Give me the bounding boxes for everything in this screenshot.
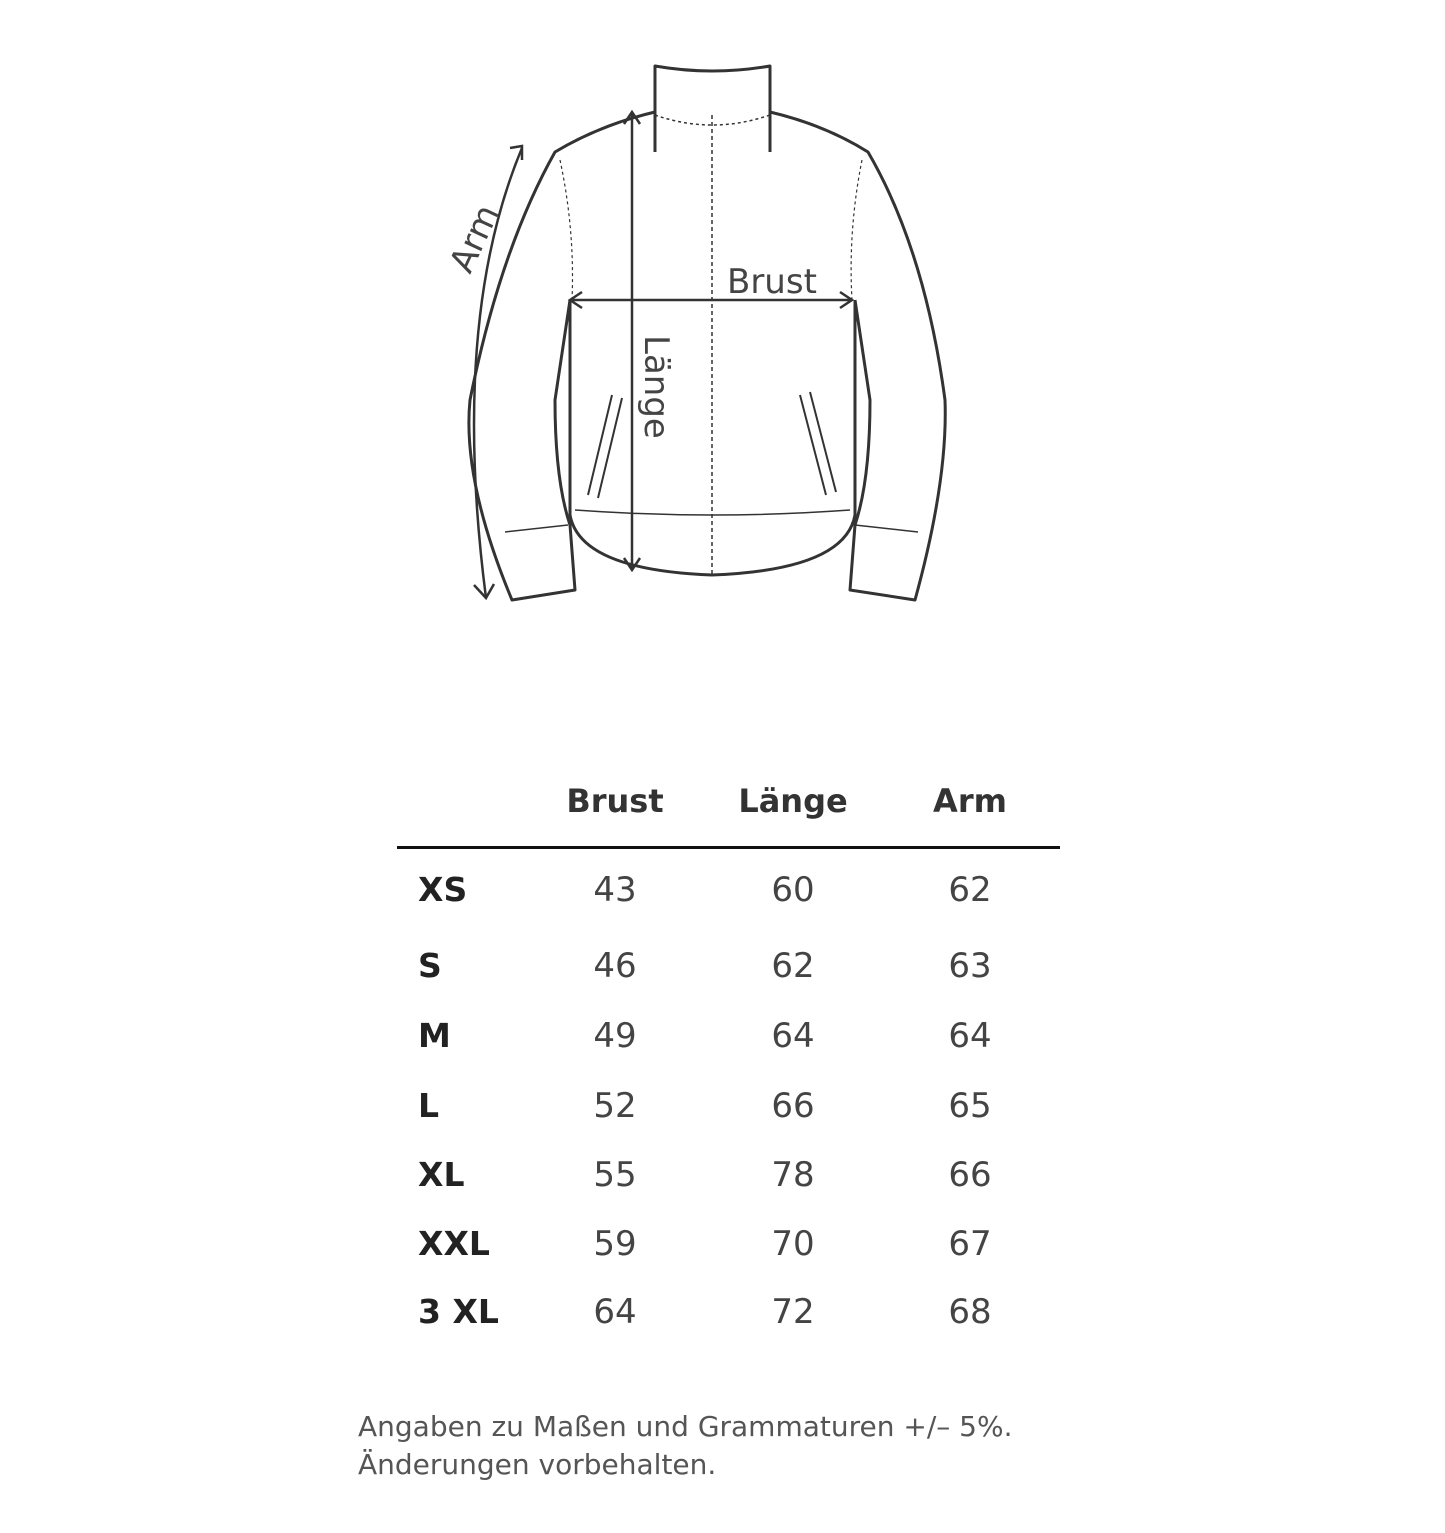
brust-cell: 46	[593, 946, 637, 986]
laenge-cell: 78	[771, 1155, 815, 1195]
header-laenge: Länge	[738, 782, 848, 820]
arm-cell: 63	[948, 946, 992, 986]
size-cell: XS	[418, 870, 468, 909]
table-row: XXL 59 70 67	[0, 1224, 1445, 1264]
laenge-cell: 64	[771, 1016, 815, 1056]
size-cell: 3 XL	[418, 1292, 499, 1331]
header-brust: Brust	[566, 782, 664, 820]
brust-cell: 64	[593, 1292, 637, 1332]
footer-note-1: Angaben zu Maßen und Grammaturen +/– 5%.	[358, 1410, 1013, 1443]
table-row: XS 43 60 62	[0, 870, 1445, 910]
laenge-cell: 62	[771, 946, 815, 986]
brust-arrow	[567, 290, 855, 310]
laenge-cell: 72	[771, 1292, 815, 1332]
footer-note-2: Änderungen vorbehalten.	[358, 1448, 717, 1481]
brust-cell: 43	[593, 870, 637, 910]
size-cell: M	[418, 1016, 451, 1055]
arm-label: Arm	[442, 199, 508, 279]
size-cell: L	[418, 1086, 440, 1125]
table-row: L 52 66 65	[0, 1086, 1445, 1126]
size-cell: XXL	[418, 1224, 490, 1263]
arm-arrow	[472, 147, 524, 599]
measure-arrows	[472, 109, 855, 601]
arm-cell: 68	[948, 1292, 992, 1332]
laenge-cell: 70	[771, 1224, 815, 1264]
brust-cell: 52	[593, 1086, 637, 1126]
brust-cell: 55	[593, 1155, 637, 1195]
table-row: M 49 64 64	[0, 1016, 1445, 1056]
size-cell: XL	[418, 1155, 465, 1194]
table-row: XL 55 78 66	[0, 1155, 1445, 1195]
arm-cell: 66	[948, 1155, 992, 1195]
jacket-outline	[467, 64, 947, 602]
jacket-diagram: Arm Brust Länge	[442, 64, 947, 602]
header-arm: Arm	[933, 782, 1007, 820]
table-row: S 46 62 63	[0, 946, 1445, 986]
laenge-arrow	[622, 109, 642, 573]
brust-cell: 59	[593, 1224, 637, 1264]
laenge-cell: 66	[771, 1086, 815, 1126]
brust-cell: 49	[593, 1016, 637, 1056]
arm-cell: 67	[948, 1224, 992, 1264]
header-divider	[397, 846, 1060, 849]
table-row: 3 XL 64 72 68	[0, 1292, 1445, 1332]
size-cell: S	[418, 946, 442, 985]
arm-cell: 64	[948, 1016, 992, 1056]
laenge-cell: 60	[771, 870, 815, 910]
arm-cell: 65	[948, 1086, 992, 1126]
laenge-label: Länge	[636, 335, 676, 439]
brust-label: Brust	[727, 262, 817, 302]
arm-cell: 62	[948, 870, 992, 910]
